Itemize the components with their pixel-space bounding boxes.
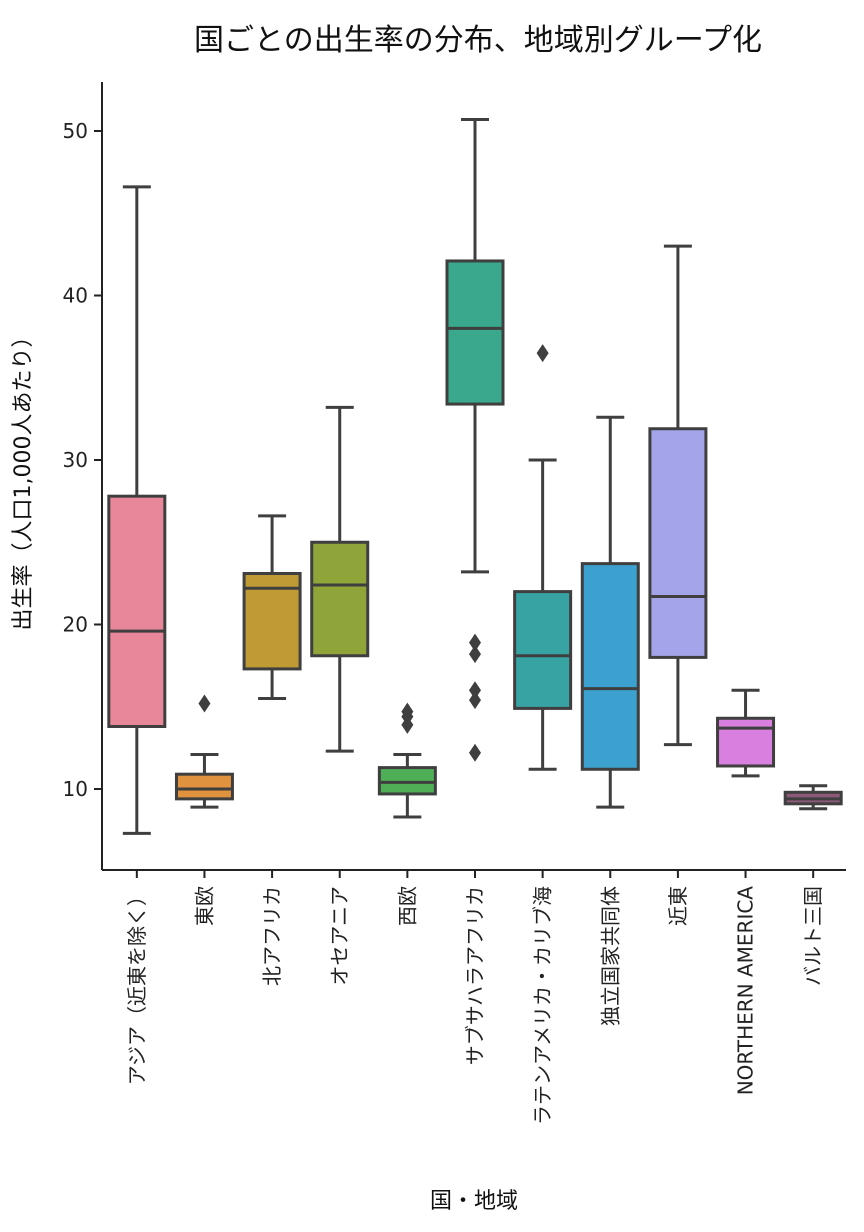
x-axis-title: 国・地域 bbox=[430, 1189, 518, 1214]
x-tick-label: 東欧 bbox=[192, 886, 216, 926]
y-tick-label: 50 bbox=[63, 119, 88, 143]
x-tick-label: 独立国家共同体 bbox=[598, 886, 622, 1026]
outlier-point bbox=[469, 633, 481, 652]
x-tick-label: 近東 bbox=[666, 886, 690, 926]
box-group bbox=[174, 694, 234, 809]
box-group bbox=[513, 344, 573, 771]
x-tick-label: オセアニア bbox=[328, 886, 352, 986]
box bbox=[445, 259, 505, 406]
box-group bbox=[310, 405, 370, 753]
y-tick-label: 40 bbox=[63, 284, 88, 308]
box bbox=[107, 494, 167, 728]
x-tick-label: サブサハラアフリカ bbox=[463, 886, 487, 1065]
y-ticks: 10 20 30 40 50 bbox=[63, 119, 102, 801]
x-tick-label: 西欧 bbox=[395, 886, 419, 926]
box-group bbox=[783, 784, 843, 811]
outlier-point bbox=[469, 743, 481, 762]
outlier-point bbox=[401, 702, 414, 721]
outlier-point bbox=[469, 691, 481, 710]
outlier-point bbox=[469, 681, 481, 700]
outlier-point bbox=[198, 694, 211, 713]
x-tick-label: NORTHERN AMERICA bbox=[734, 886, 758, 1096]
box-group bbox=[648, 244, 708, 747]
x-tick-labels: アジア（近東を除く） 東欧 北アフリカ オセアニア 西欧 サブサハラアフリカ ラテンアメリカ… bbox=[125, 870, 825, 1125]
box-group bbox=[445, 117, 505, 762]
box bbox=[648, 427, 708, 659]
x-tick-label: ラテンアメリカ・カリブ海 bbox=[531, 886, 555, 1125]
outlier-point bbox=[536, 344, 549, 363]
y-tick-label: 20 bbox=[63, 613, 88, 637]
x-tick-label: アジア（近東を除く） bbox=[125, 886, 149, 1085]
box bbox=[174, 772, 234, 801]
box-group bbox=[716, 688, 776, 778]
box-group bbox=[107, 185, 167, 835]
box-group bbox=[242, 514, 302, 701]
box bbox=[580, 562, 640, 771]
box bbox=[377, 766, 437, 796]
boxes bbox=[107, 117, 843, 835]
box-group bbox=[580, 415, 640, 809]
box-group bbox=[377, 702, 437, 819]
x-tick-label: バルト三国 bbox=[801, 886, 825, 986]
box bbox=[310, 540, 370, 658]
outlier-point bbox=[469, 645, 481, 664]
y-tick-label: 10 bbox=[63, 777, 88, 801]
y-axis-title: 出生率（人口1,000人あたり） bbox=[11, 326, 36, 631]
chart-title: 国ごとの出生率の分布、地域別グループ化 bbox=[194, 23, 762, 58]
box bbox=[716, 716, 776, 768]
y-tick-label: 30 bbox=[63, 448, 88, 472]
x-tick-label: 北アフリカ bbox=[260, 886, 284, 986]
box bbox=[513, 590, 573, 710]
